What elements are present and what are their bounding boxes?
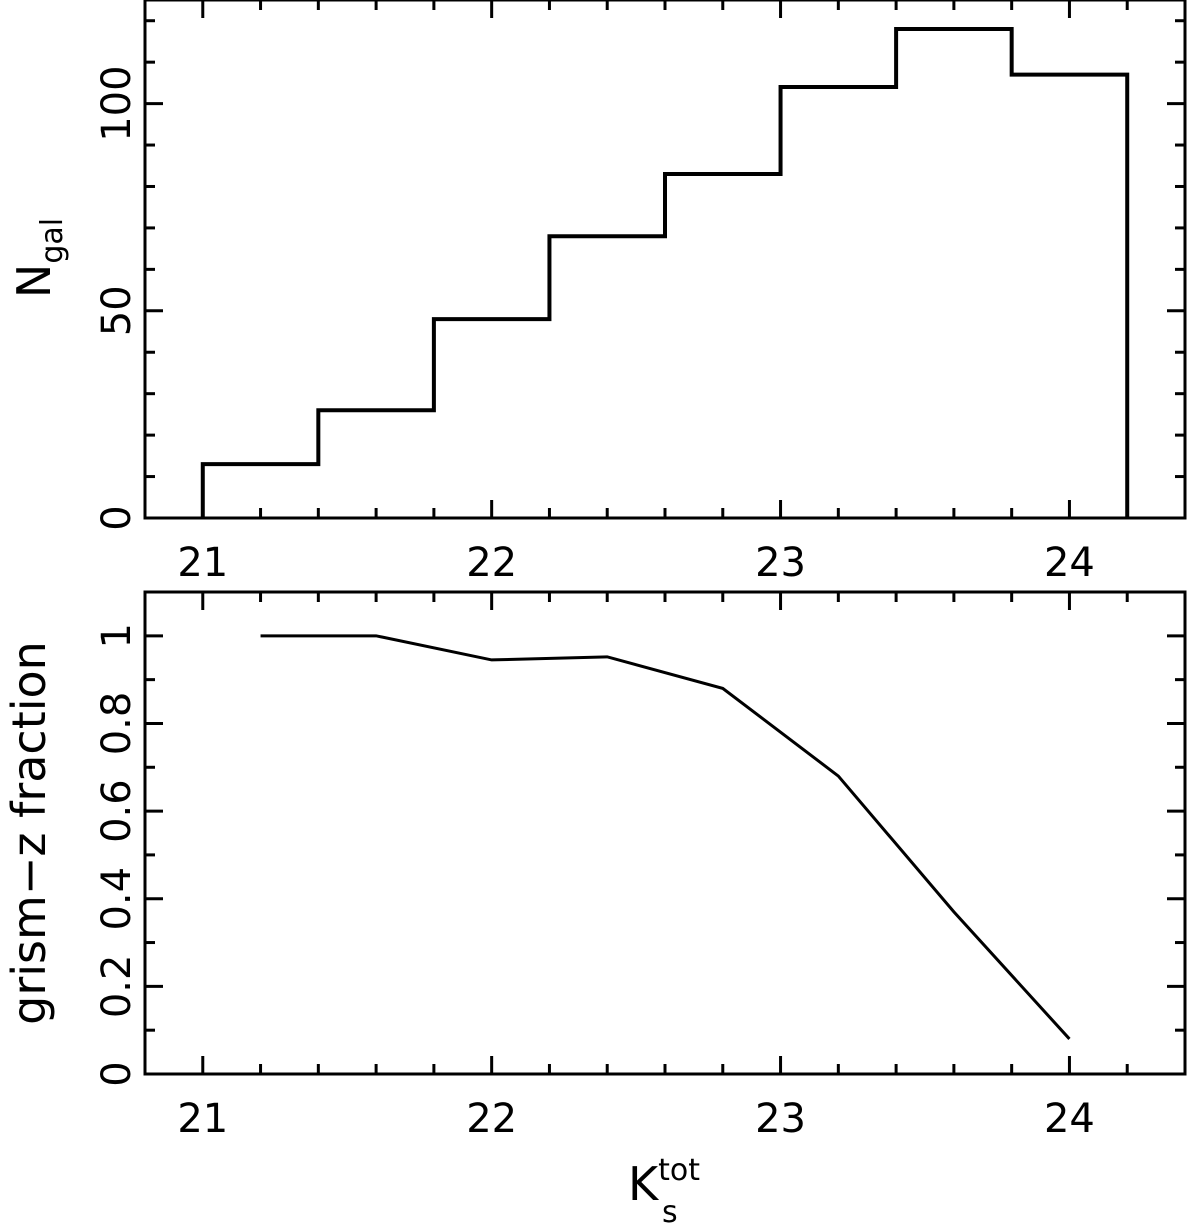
svg-text:Ngal: Ngal bbox=[7, 218, 70, 298]
fraction-frame bbox=[143, 590, 1187, 1076]
y-tick-label: 100 bbox=[94, 65, 140, 141]
x-tick-label: 22 bbox=[466, 1096, 517, 1142]
x-tick-label: 22 bbox=[466, 540, 517, 586]
fraction-tick-labels: 21 22 23 24 0 0.2 0.4 0.6 0.8 1 bbox=[94, 623, 1095, 1142]
x-tick-label: 21 bbox=[177, 540, 228, 586]
y-tick-label: 0 bbox=[94, 1061, 140, 1086]
x-tick-label: 23 bbox=[755, 1096, 806, 1142]
histogram-outline bbox=[200, 27, 1130, 518]
fraction-ticks bbox=[145, 592, 1187, 1076]
y-tick-label: 0.6 bbox=[94, 779, 140, 843]
x-tick-label: 24 bbox=[1044, 540, 1095, 586]
x-axis-title-superscript: tot bbox=[658, 1153, 700, 1188]
fraction-line bbox=[260, 634, 1071, 1040]
y-tick-label: 0.8 bbox=[94, 692, 140, 756]
x-axis-title-main: K bbox=[628, 1157, 660, 1211]
x-axis-title: Ktot s bbox=[628, 1153, 700, 1224]
y-tick-label: 1 bbox=[94, 623, 140, 648]
x-tick-label: 24 bbox=[1044, 1096, 1095, 1142]
y-axis-title-main: N bbox=[7, 264, 61, 298]
histogram-panel: 21 22 23 24 0 50 100 Ngal bbox=[7, 0, 1187, 586]
histogram-y-axis-title: Ngal bbox=[7, 218, 70, 298]
histogram-tick-labels: 21 22 23 24 0 50 100 bbox=[94, 65, 1095, 586]
x-tick-label: 23 bbox=[755, 540, 806, 586]
y-tick-label: 0.4 bbox=[94, 867, 140, 931]
y-tick-label: 50 bbox=[94, 285, 140, 336]
y-tick-label: 0 bbox=[94, 505, 140, 530]
histogram-frame bbox=[143, 0, 1187, 520]
y-axis-title-subscript: gal bbox=[35, 218, 70, 264]
fraction-y-axis-title: grism−z fraction bbox=[2, 641, 56, 1025]
y-tick-label: 0.2 bbox=[94, 955, 140, 1019]
x-tick-label: 21 bbox=[177, 1096, 228, 1142]
x-axis-title-subscript: s bbox=[662, 1195, 678, 1224]
histogram-ticks bbox=[145, 0, 1187, 520]
